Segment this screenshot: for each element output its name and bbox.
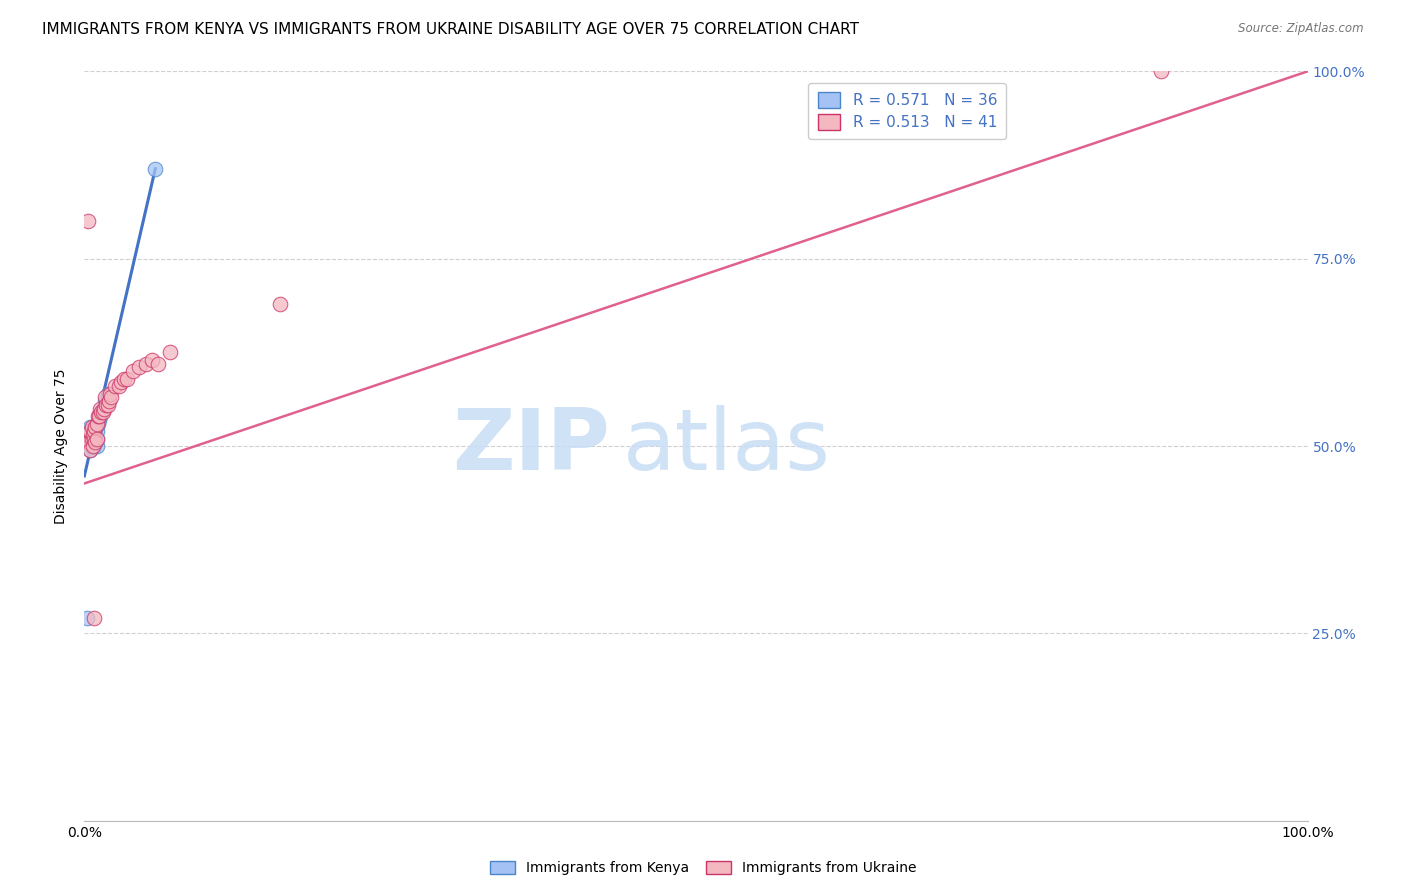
Point	[84, 435, 107, 450]
Point	[77, 435, 100, 450]
Point	[128, 360, 150, 375]
Point	[83, 432, 105, 446]
Point	[84, 427, 107, 442]
Point	[77, 214, 100, 228]
Point	[159, 345, 181, 359]
Point	[80, 439, 103, 453]
Point	[77, 432, 100, 446]
Point	[83, 611, 105, 625]
Point	[97, 386, 120, 401]
Point	[79, 442, 101, 457]
Point	[94, 394, 117, 409]
Point	[80, 424, 103, 438]
Point	[87, 409, 110, 423]
Text: Source: ZipAtlas.com: Source: ZipAtlas.com	[1239, 22, 1364, 36]
Point	[104, 379, 127, 393]
Legend: Immigrants from Kenya, Immigrants from Ukraine: Immigrants from Kenya, Immigrants from U…	[484, 855, 922, 880]
Point	[89, 409, 111, 423]
Point	[93, 401, 115, 416]
Point	[86, 439, 108, 453]
Point	[135, 357, 157, 371]
Point	[76, 427, 98, 442]
Point	[76, 435, 98, 450]
Point	[86, 424, 108, 438]
Point	[76, 439, 98, 453]
Point	[1150, 64, 1173, 78]
Point	[96, 398, 118, 412]
Point	[77, 439, 100, 453]
Point	[83, 424, 105, 438]
Point	[79, 420, 101, 434]
Point	[77, 427, 100, 442]
Point	[86, 417, 108, 431]
Point	[107, 379, 129, 393]
Point	[83, 424, 105, 438]
Y-axis label: Disability Age Over 75: Disability Age Over 75	[55, 368, 69, 524]
Legend: R = 0.571   N = 36, R = 0.513   N = 41: R = 0.571 N = 36, R = 0.513 N = 41	[808, 83, 1007, 139]
Text: IMMIGRANTS FROM KENYA VS IMMIGRANTS FROM UKRAINE DISABILITY AGE OVER 75 CORRELAT: IMMIGRANTS FROM KENYA VS IMMIGRANTS FROM…	[42, 22, 859, 37]
Point	[122, 364, 145, 378]
Point	[143, 161, 166, 176]
Point	[87, 409, 110, 423]
Point	[76, 611, 98, 625]
Point	[77, 427, 100, 442]
Point	[83, 439, 105, 453]
Point	[79, 435, 101, 450]
Text: atlas: atlas	[623, 404, 831, 488]
Point	[100, 390, 122, 404]
Point	[83, 432, 105, 446]
Text: ZIP: ZIP	[453, 404, 610, 488]
Point	[82, 439, 104, 453]
Point	[79, 424, 101, 438]
Point	[84, 420, 107, 434]
Point	[84, 435, 107, 450]
Point	[82, 432, 104, 446]
Point	[91, 405, 114, 419]
Point	[82, 439, 104, 453]
Point	[82, 424, 104, 438]
Point	[98, 386, 121, 401]
Point	[79, 442, 101, 457]
Point	[84, 420, 107, 434]
Point	[75, 435, 97, 450]
Point	[97, 394, 120, 409]
Point	[77, 435, 100, 450]
Point	[79, 427, 101, 442]
Point	[80, 432, 103, 446]
Point	[91, 401, 114, 416]
Point	[110, 376, 132, 390]
Point	[80, 420, 103, 434]
Point	[86, 432, 108, 446]
Point	[82, 427, 104, 442]
Point	[97, 398, 120, 412]
Point	[87, 413, 110, 427]
Point	[87, 417, 110, 431]
Point	[146, 357, 169, 371]
Point	[112, 371, 135, 385]
Point	[269, 296, 291, 310]
Point	[115, 371, 138, 385]
Point	[89, 401, 111, 416]
Point	[77, 424, 100, 438]
Point	[86, 432, 108, 446]
Point	[141, 352, 163, 367]
Point	[90, 405, 112, 419]
Point	[90, 405, 112, 419]
Point	[94, 390, 117, 404]
Point	[80, 432, 103, 446]
